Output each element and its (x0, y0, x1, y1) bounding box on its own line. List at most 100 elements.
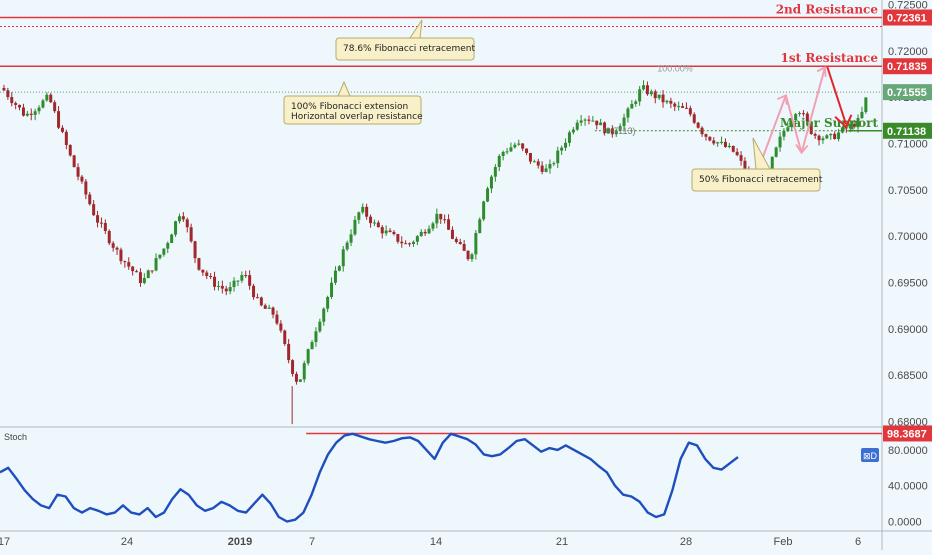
notes-layer: 78.6% Fibonacci retracement 100% Fibonacc… (283, 19, 823, 192)
candle-body (661, 94, 665, 103)
candle-body (131, 266, 135, 272)
candle-body (450, 229, 454, 239)
candle-body (345, 242, 349, 250)
candle-body (150, 270, 154, 272)
candle-body (396, 234, 400, 242)
candle-body (72, 155, 76, 168)
candle-body (138, 272, 142, 284)
candle-body (372, 222, 376, 224)
candle-body (528, 152, 532, 162)
candle-body (25, 113, 29, 116)
time-tick-label: 7 (309, 536, 315, 548)
last-price-tag-text: 0.71555 (887, 87, 927, 99)
candle-body (489, 176, 493, 189)
candle-body (220, 285, 224, 289)
candle-body (162, 248, 166, 255)
candle-body (388, 230, 392, 232)
candle-body (174, 221, 178, 235)
candle-body (314, 331, 318, 343)
candle-body (645, 85, 649, 95)
candle-body (521, 143, 525, 149)
candle-body (790, 119, 794, 128)
candle-body (244, 275, 248, 277)
note-fib-50: 50% Fibonacci retracement (691, 137, 823, 192)
candle-body (302, 363, 306, 380)
candle-body (458, 242, 462, 244)
candle-body (552, 163, 556, 165)
candle-body (739, 155, 743, 161)
candle-body (115, 247, 119, 250)
note-fib-786: 78.6% Fibonacci retracement (335, 19, 475, 61)
price-tick-label: 0.69500 (888, 277, 928, 289)
candle-body (583, 119, 587, 121)
candle-body (213, 276, 217, 287)
candle-body (801, 113, 805, 115)
candle-body (770, 156, 774, 169)
candle-body (478, 219, 482, 233)
candle-body (642, 85, 646, 90)
candle-body (599, 122, 603, 126)
candle-body (591, 120, 595, 122)
candle-body (181, 216, 185, 220)
candle-body (700, 127, 704, 135)
candle-body (21, 107, 25, 116)
level-2nd-resistance-tag (883, 9, 932, 26)
candle-body (45, 94, 49, 101)
candle-body (68, 145, 72, 156)
candle-body (536, 161, 540, 166)
candle-body (821, 138, 825, 141)
time-tick-label: 17 (0, 536, 10, 548)
level-label-major-support: Major Support (780, 116, 878, 130)
candle-body (142, 278, 146, 284)
note-fib-ext-box (283, 95, 422, 125)
candle-body (228, 287, 232, 292)
candle-body (279, 323, 283, 331)
candle-body (825, 135, 829, 139)
price-tick-label: 0.71000 (888, 139, 928, 151)
candle-body (864, 97, 868, 112)
candle-body (782, 131, 786, 137)
candle-body (119, 249, 123, 262)
candle-body (622, 117, 626, 127)
candle-body (353, 219, 357, 235)
stoch-overbought-tag-text: 98.3687 (887, 428, 927, 440)
candle-body (610, 128, 614, 135)
candle-body (357, 212, 361, 220)
candle-body (415, 236, 419, 242)
candle-body (384, 230, 388, 234)
candle-body (337, 266, 341, 271)
candle-body (57, 111, 61, 128)
candle-body (287, 343, 291, 361)
candle-body (298, 379, 302, 382)
candle-body (84, 181, 88, 195)
candle-body (427, 228, 431, 234)
stoch-overbought-tag (883, 425, 932, 442)
candle-body (205, 272, 209, 277)
candle-body (567, 132, 571, 143)
candle-body (517, 143, 521, 145)
time-tick-label: Feb (774, 536, 793, 548)
candle-body (209, 276, 213, 278)
candle-body (435, 213, 439, 224)
candle-body (575, 122, 579, 130)
indicator-badge-text: ⊠D (863, 451, 878, 461)
time-tick-label: 6 (855, 536, 861, 548)
candle-body (840, 127, 844, 133)
fib-percent-text: 100.00% (657, 64, 693, 74)
fib-level-text: (0.7113) (603, 126, 636, 136)
candle-body (166, 243, 170, 249)
level-2nd-resistance-tag-text: 0.72361 (887, 13, 927, 25)
candle-body (306, 349, 310, 364)
stoch-title: Stoch (4, 432, 27, 442)
candle-body (60, 127, 64, 132)
candle-body (37, 107, 41, 112)
candle-body (330, 282, 334, 297)
candle-body (653, 91, 657, 99)
candle-body (392, 231, 396, 235)
candle-body (462, 243, 466, 251)
candle-body (657, 94, 661, 99)
level-major-support-tag (883, 122, 932, 139)
candle-body (704, 134, 708, 137)
indicator-badge[interactable] (861, 448, 879, 462)
